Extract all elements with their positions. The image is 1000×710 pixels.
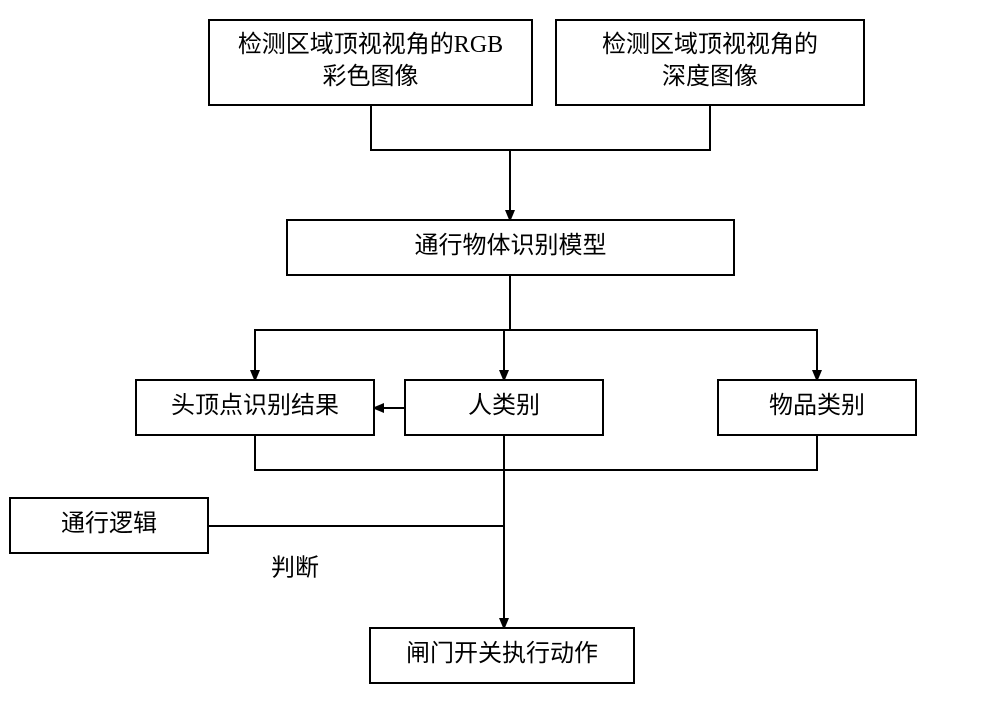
node-gate-label: 闸门开关执行动作 xyxy=(406,640,598,667)
node-object: 物品类别 xyxy=(718,380,916,435)
node-depth_input: 检测区域顶视视角的深度图像 xyxy=(556,20,864,105)
node-person: 人类别 xyxy=(405,380,603,435)
node-headpoint: 头顶点识别结果 xyxy=(136,380,374,435)
edge-depth_input-merge1 xyxy=(510,105,710,150)
node-object-label: 物品类别 xyxy=(769,392,865,419)
node-depth_input-label: 深度图像 xyxy=(662,63,758,90)
edge-label-judgement: 判断 xyxy=(271,555,319,582)
edge-split-headpoint xyxy=(255,330,510,380)
node-model-label: 通行物体识别模型 xyxy=(415,232,607,259)
node-rgb_input: 检测区域顶视视角的RGB 彩色图像 xyxy=(209,20,532,105)
edge-split-person xyxy=(504,330,510,380)
edge-rgb_input-merge1 xyxy=(371,105,510,150)
node-model: 通行物体识别模型 xyxy=(287,220,734,275)
node-person-label: 人类别 xyxy=(468,392,540,419)
node-logic-label: 通行逻辑 xyxy=(61,510,157,537)
node-depth_input-label: 检测区域顶视视角的 xyxy=(602,31,818,58)
edge-split-object xyxy=(510,330,817,380)
node-rgb_input-label: 检测区域顶视视角的RGB xyxy=(238,31,503,58)
flowchart-diagram: 检测区域顶视视角的RGB 彩色图像 检测区域顶视视角的深度图像通行物体识别模型头顶点… xyxy=(0,0,1000,710)
edge-headpoint-merge2 xyxy=(255,435,504,470)
node-logic: 通行逻辑 xyxy=(10,498,208,553)
node-rgb_input-label: 彩色图像 xyxy=(323,63,419,90)
edge-object-merge2 xyxy=(504,435,817,470)
node-headpoint-label: 头顶点识别结果 xyxy=(171,392,339,419)
node-gate: 闸门开关执行动作 xyxy=(370,628,634,683)
